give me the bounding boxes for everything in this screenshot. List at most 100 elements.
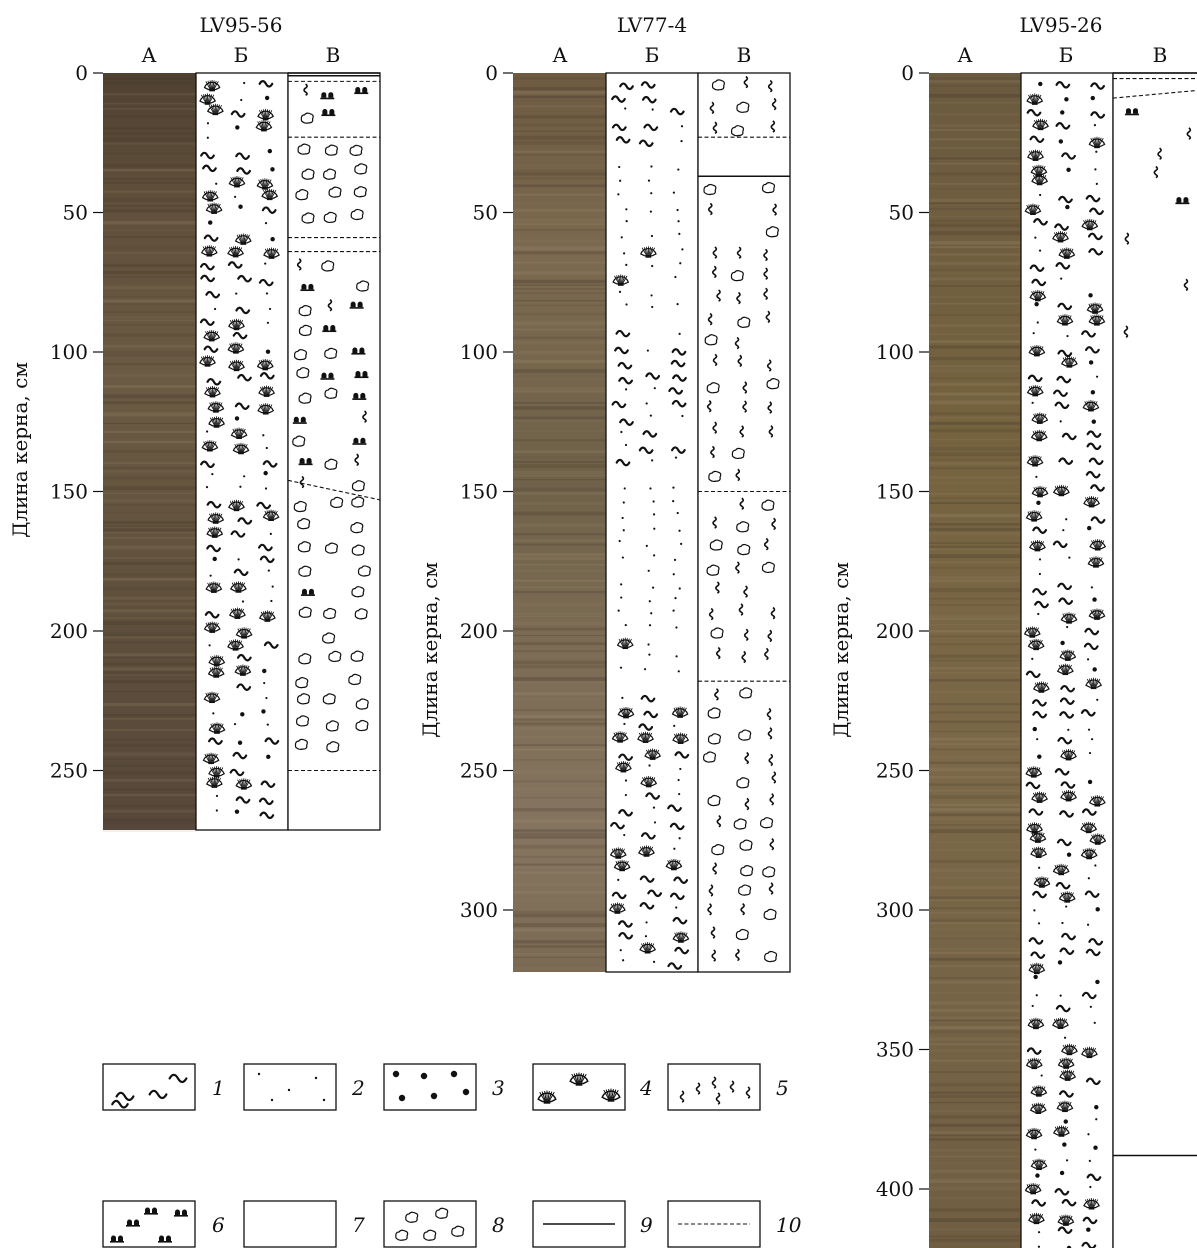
shell-rib	[216, 104, 220, 113]
shell-symbol	[203, 79, 221, 92]
photo-band	[103, 714, 196, 717]
photo-band	[513, 569, 606, 573]
shell-rib	[1033, 290, 1037, 299]
dot-symbol	[653, 527, 656, 530]
shell-rib	[215, 526, 218, 536]
shell-rib	[1031, 1128, 1034, 1137]
colony-cell	[182, 1209, 187, 1215]
wave-symbol	[1088, 937, 1104, 946]
shell-rib	[622, 638, 625, 647]
photo-band	[929, 1037, 1021, 1041]
shell-hinge	[643, 853, 650, 857]
colony-cell	[359, 347, 365, 353]
shell-rib	[678, 931, 681, 940]
shell-hinge	[1058, 872, 1065, 876]
shell-symbol	[228, 499, 245, 512]
worm-symbol	[679, 1090, 685, 1103]
shell-rib	[1067, 1215, 1073, 1224]
photo-band	[513, 533, 606, 536]
shell-rib	[205, 622, 211, 631]
shell-rib	[1097, 795, 1100, 804]
wave-symbol	[670, 446, 686, 454]
dot-symbol	[650, 165, 653, 168]
shell-rib	[1059, 1058, 1065, 1067]
photo-band	[103, 671, 196, 674]
photo-band	[929, 302, 1021, 305]
shell-rib	[273, 248, 279, 257]
shell-rib	[1070, 791, 1076, 799]
photo-band	[103, 717, 196, 720]
crumb-symbol	[764, 950, 778, 963]
dot-symbol	[678, 232, 681, 235]
shell-symbol	[1031, 173, 1048, 186]
legend-number: 9	[640, 1213, 653, 1237]
photo-band	[929, 1001, 1021, 1005]
photo-band	[103, 270, 196, 275]
photo-band	[103, 674, 196, 676]
crumb-symbol	[293, 349, 308, 361]
shell-rib	[262, 359, 265, 368]
wave-symbol	[617, 361, 633, 370]
shell-rib	[265, 121, 271, 129]
shell-symbol	[1060, 749, 1077, 761]
photo-band	[929, 246, 1021, 249]
dot-symbol	[1066, 334, 1069, 338]
shell-rib	[266, 109, 271, 118]
shell-rib	[1061, 791, 1067, 799]
photo-band	[513, 553, 606, 557]
pebble-symbol	[1093, 1145, 1098, 1150]
shell-rib	[1098, 315, 1102, 323]
pebble-symbol	[1088, 293, 1093, 298]
shell-rib	[236, 342, 239, 351]
dot-symbol	[1038, 249, 1042, 252]
photo-band	[929, 162, 1021, 165]
photo-band	[103, 385, 196, 388]
photo-band	[103, 632, 196, 637]
shell-rib	[1033, 1103, 1038, 1112]
shell-rib	[1084, 822, 1088, 831]
dot-symbol	[619, 949, 622, 952]
wave-symbol	[1032, 710, 1048, 719]
dot-symbol	[649, 487, 652, 490]
shell-rib	[217, 667, 221, 676]
dot-symbol	[679, 767, 682, 771]
shell-hinge	[213, 774, 220, 778]
shell-hinge	[1064, 899, 1071, 903]
shell-rib	[1030, 385, 1035, 394]
shell-rib	[615, 861, 621, 869]
shell-symbol	[1026, 822, 1043, 834]
shell-rib	[1034, 204, 1038, 213]
shell-hinge	[1033, 647, 1039, 651]
wave-symbol	[643, 123, 659, 132]
shell-rib	[1035, 149, 1039, 159]
worm-symbol	[741, 650, 746, 664]
crumb-symbol	[351, 496, 365, 508]
shell-rib	[239, 628, 243, 636]
shell-rib	[1036, 1159, 1039, 1168]
dot-symbol	[648, 624, 652, 627]
shell-rib	[239, 608, 245, 617]
shell-symbol	[257, 108, 274, 121]
shell-symbol	[1029, 289, 1047, 302]
shell-rib	[240, 664, 243, 674]
photo-band	[929, 957, 1021, 961]
shell-rib	[648, 246, 651, 255]
shell-hinge	[233, 508, 240, 512]
photo-band	[929, 416, 1021, 420]
dot-symbol	[680, 542, 683, 545]
shell-rib	[1066, 664, 1070, 673]
shell-hinge	[266, 197, 273, 201]
shell-rib	[621, 732, 625, 740]
colony-base	[354, 92, 369, 95]
shell-hinge	[1063, 256, 1070, 259]
dot-symbol	[1037, 922, 1041, 925]
shell-rib	[1091, 220, 1097, 228]
photo-band	[929, 123, 1021, 128]
shell-rib	[1068, 1070, 1073, 1079]
shell-symbol	[601, 1088, 621, 1102]
photo-band	[103, 616, 196, 620]
shell-rib	[676, 733, 680, 742]
shell-hinge	[1058, 493, 1065, 497]
photo-band	[929, 1016, 1021, 1020]
dot-symbol	[1091, 738, 1094, 741]
